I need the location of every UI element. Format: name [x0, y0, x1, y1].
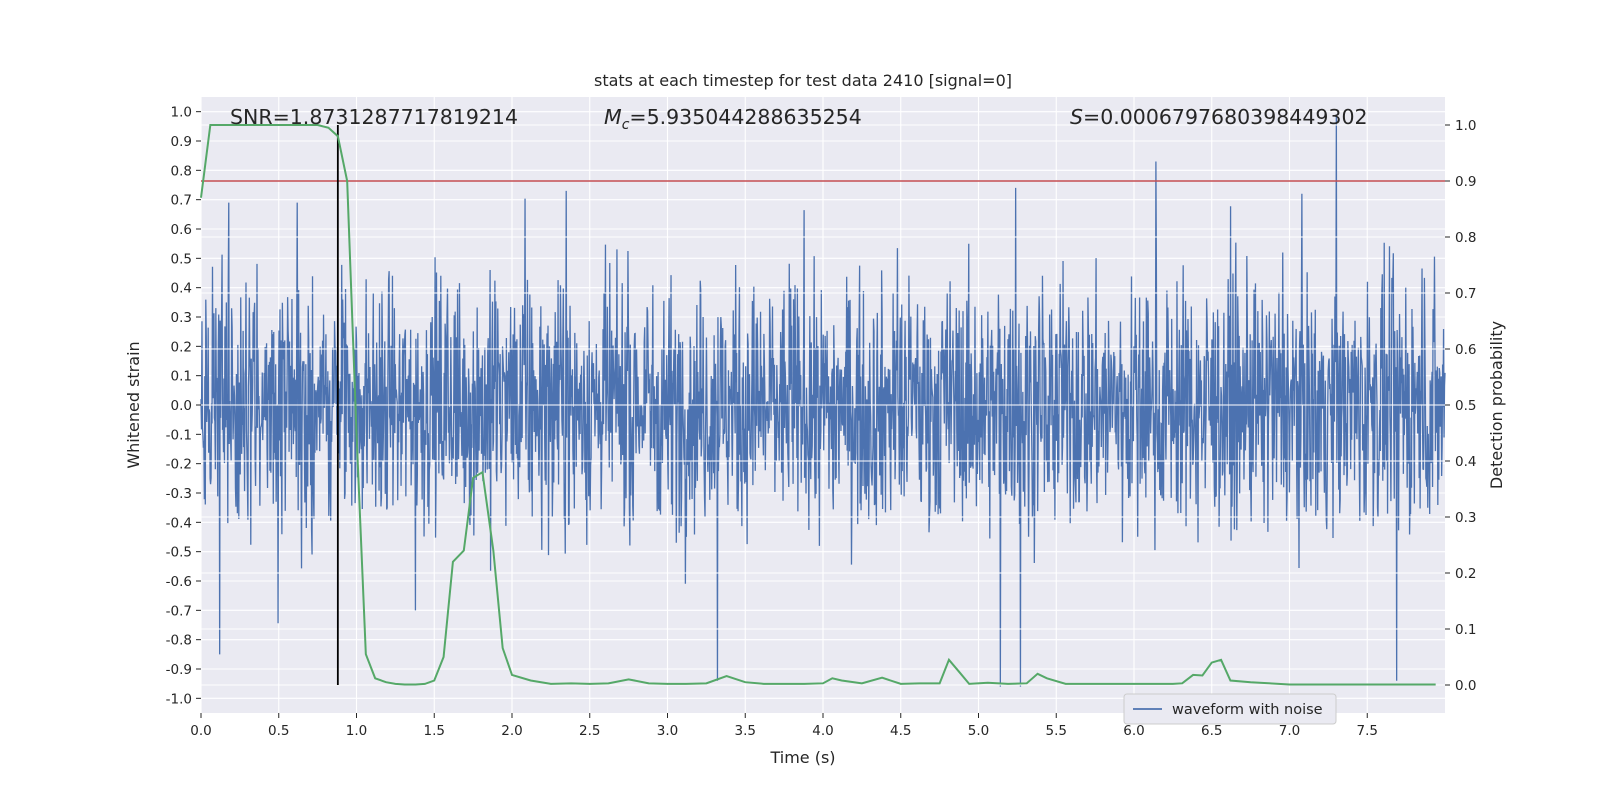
y-left-tick-label-12: 0.2 [171, 339, 192, 355]
s-symbol: S [1070, 105, 1083, 129]
y-right-tick-label-8: 0.8 [1455, 230, 1476, 246]
y-right-axis-label: Detection probability [1487, 321, 1506, 489]
y-left-tick-label-0: -1.0 [166, 691, 192, 707]
y-left-tick-label-13: 0.3 [171, 310, 192, 326]
y-left-tick-label-11: 0.1 [171, 369, 192, 385]
legend: waveform with noise [1123, 693, 1337, 725]
detection-probability-line [200, 124, 1436, 686]
y-left-tick-label-19: 0.9 [171, 134, 192, 150]
y-right-tick-label-0: 0.0 [1455, 678, 1476, 694]
y-right-tick-label-6: 0.6 [1455, 342, 1476, 358]
y-left-tick-label-14: 0.4 [171, 281, 192, 297]
y-right-tick-label-1: 0.1 [1455, 622, 1476, 638]
y-left-tick-label-7: -0.3 [166, 486, 192, 502]
x-tick-label-9: 4.5 [890, 723, 911, 739]
y-left-tick-label-9: -0.1 [166, 427, 192, 443]
x-tick-label-11: 5.5 [1046, 723, 1067, 739]
waveform-series [200, 114, 1446, 687]
x-tick-label-6: 3.0 [657, 723, 678, 739]
snr-annotation: SNR=1.8731287717819214 [230, 105, 518, 129]
chart-title: stats at each timestep for test data 241… [594, 71, 1012, 90]
y-left-tick-label-6: -0.4 [166, 515, 192, 531]
y-right-axis-ticks: 0.0 0.1 0.2 0.3 0.4 0.5 0.6 0.7 0.8 0.9 1.0 [1445, 118, 1476, 694]
legend-box [1123, 693, 1337, 725]
y-right-tick-label-10: 1.0 [1455, 118, 1476, 134]
x-axis-label: Time (s) [769, 748, 835, 767]
y-left-axis-label: Whitened strain [124, 341, 143, 468]
chirp-mass-symbol: M [604, 105, 622, 129]
y-left-tick-label-10: 0.0 [171, 398, 192, 414]
legend-entry-waveform: waveform with noise [1172, 702, 1323, 718]
y-left-tick-label-1: -0.9 [166, 662, 192, 678]
y-right-tick-label-4: 0.4 [1455, 454, 1476, 470]
y-right-tick-label-3: 0.3 [1455, 510, 1476, 526]
x-tick-label-10: 5.0 [968, 723, 989, 739]
y-left-tick-label-18: 0.8 [171, 163, 192, 179]
x-tick-label-2: 1.0 [346, 723, 367, 739]
y-left-tick-label-15: 0.5 [171, 251, 192, 267]
chirp-mass-value: =5.935044288635254 [629, 105, 861, 129]
x-tick-label-8: 4.0 [812, 723, 833, 739]
s-value: =0.0006797680398449302 [1083, 105, 1368, 129]
waveform-line [200, 114, 1446, 687]
y-right-tick-label-2: 0.2 [1455, 566, 1476, 582]
y-left-tick-label-2: -0.8 [166, 633, 192, 649]
x-tick-label-3: 1.5 [424, 723, 445, 739]
x-tick-label-0: 0.0 [190, 723, 211, 739]
y-right-tick-label-7: 0.7 [1455, 286, 1476, 302]
y-right-tick-label-9: 0.9 [1455, 174, 1476, 190]
y-left-tick-label-5: -0.5 [166, 545, 192, 561]
x-tick-label-13: 6.5 [1201, 723, 1222, 739]
y-left-tick-label-3: -0.7 [166, 603, 192, 619]
x-tick-label-15: 7.5 [1357, 723, 1378, 739]
x-tick-label-4: 2.0 [501, 723, 522, 739]
chirp-mass-subscript: c [622, 117, 630, 133]
y-left-axis-ticks: -1.0 -0.9 -0.8 -0.7 -0.6 -0.5 -0.4 -0.3 -0.2 -0.1… [166, 105, 201, 707]
y-left-tick-label-8: -0.2 [166, 457, 192, 473]
y-right-tick-label-5: 0.5 [1455, 398, 1476, 414]
x-axis-ticks: 0.0 0.5 1.0 1.5 2.0 2.5 3.0 3.5 4.0 4.5 5.0 5.5 6.0 6… [190, 713, 1378, 739]
y-left-tick-label-17: 0.7 [171, 193, 192, 209]
x-tick-label-7: 3.5 [735, 723, 756, 739]
x-tick-label-1: 0.5 [268, 723, 289, 739]
x-tick-label-5: 2.5 [579, 723, 600, 739]
y-left-tick-label-4: -0.6 [166, 574, 192, 590]
x-tick-label-12: 6.0 [1123, 723, 1144, 739]
x-tick-label-14: 7.0 [1279, 723, 1300, 739]
y-left-tick-label-16: 0.6 [171, 222, 192, 238]
chirp-mass-annotation: Mc=5.935044288635254 [604, 105, 862, 133]
s-annotation: S=0.0006797680398449302 [1070, 105, 1368, 129]
y-left-tick-label-20: 1.0 [171, 105, 192, 121]
